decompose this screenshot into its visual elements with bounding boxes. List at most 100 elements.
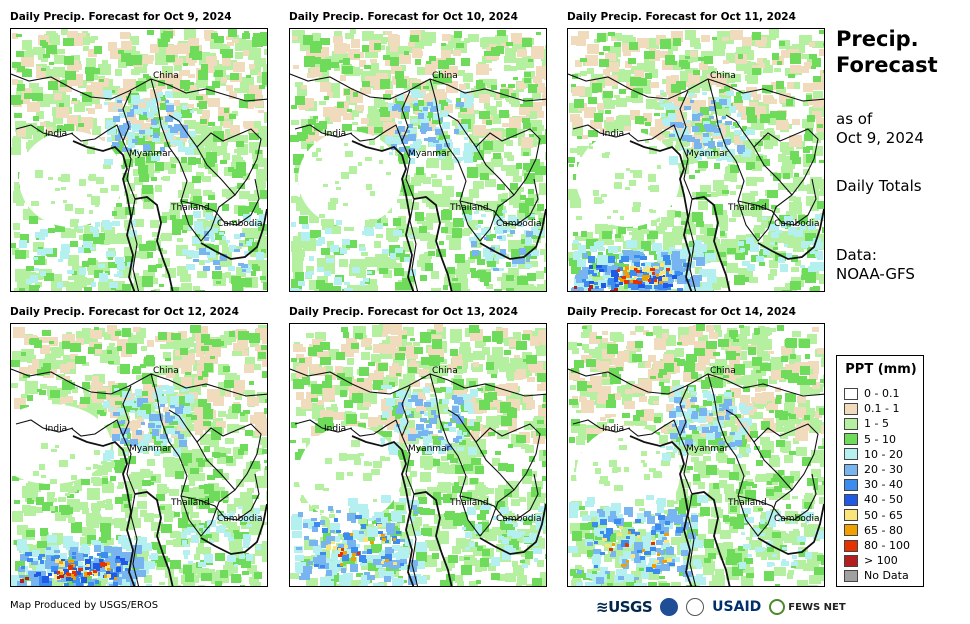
noaa-logo-icon [660,598,679,616]
precip-field [11,325,267,586]
legend-label: 40 - 50 [864,493,903,507]
usgs-logo: ≋USGS [596,598,653,616]
legend-title: PPT (mm) [845,362,917,377]
precip-field [568,324,824,586]
place-label-myanmar: Myanmar [686,149,729,159]
place-label-india: India [324,424,347,434]
as-of-date: as of Oct 9, 2024 [836,110,924,148]
data-source: Data: NOAA-GFS [836,246,915,284]
place-label-thailand: Thailand [728,498,767,508]
place-label-myanmar: Myanmar [129,444,172,454]
legend-swatch [844,387,858,400]
place-label-cambodia: Cambodia [496,219,542,229]
legend-item: 0 - 0.1 [844,386,899,401]
data-source-label: Data: [836,246,877,264]
legend-swatch [844,509,858,522]
legend-item: > 100 [844,553,898,568]
panel-title: Daily Precip. Forecast for Oct 10, 2024 [289,11,518,23]
legend-item: 50 - 65 [844,508,903,523]
place-label-thailand: Thailand [450,203,489,213]
legend-item: 5 - 10 [844,432,896,447]
legend-item: 10 - 20 [844,447,903,462]
place-label-india: India [602,129,625,139]
precip-field [290,324,546,586]
credit-text: Map Produced by USGS/EROS [10,600,159,611]
precip-map: China India Myanmar Thailand Cambodia [289,323,547,587]
place-label-china: China [432,71,458,81]
as-of-value: Oct 9, 2024 [836,129,924,147]
legend-swatch [844,493,858,506]
precip-map: China India Myanmar Thailand Cambodia [10,28,268,292]
place-label-india: India [602,424,625,434]
place-label-myanmar: Myanmar [408,149,451,159]
legend-swatch [844,539,858,552]
legend-label: > 100 [864,554,898,568]
place-label-thailand: Thailand [450,498,489,508]
place-label-china: China [710,71,736,81]
precip-map: China India Myanmar Thailand Cambodia [10,323,268,587]
legend-swatch [844,417,858,430]
place-label-thailand: Thailand [171,203,210,213]
legend-item: 20 - 30 [844,462,903,477]
precip-field [11,29,267,291]
legend-label: 20 - 30 [864,463,903,476]
place-label-cambodia: Cambodia [774,219,820,229]
place-label-cambodia: Cambodia [496,514,542,524]
place-label-china: China [153,71,179,81]
legend-swatch [844,402,858,415]
place-label-cambodia: Cambodia [217,219,263,229]
legend-item: 1 - 5 [844,416,889,431]
panel-title: Daily Precip. Forecast for Oct 12, 2024 [10,306,239,318]
figure-title: Precip. Forecast [836,26,938,78]
place-label-thailand: Thailand [728,203,767,213]
legend-swatch [844,433,858,446]
period-label: Daily Totals [836,177,922,195]
precip-map: China India Myanmar Thailand Cambodia [289,28,547,292]
legend-label: 80 - 100 [864,539,910,552]
place-label-myanmar: Myanmar [129,149,172,159]
legend-label: 0 - 0.1 [864,387,900,400]
place-label-thailand: Thailand [171,498,210,508]
fews-net-logo: FEWS NET [769,599,846,615]
precip-field [568,29,824,291]
place-label-china: China [432,366,458,376]
legend-item: 65 - 80 [844,523,903,538]
legend-label: 50 - 65 [864,508,903,522]
fews-net-label: FEWS NET [788,601,846,613]
usaid-logo: USAID [712,599,762,615]
figure-title-line1: Precip. [836,27,919,51]
place-label-india: India [45,129,68,139]
legend-item: 30 - 40 [844,477,903,492]
place-label-myanmar: Myanmar [686,444,729,454]
legend-swatch [844,463,858,476]
legend-item: 80 - 100 [844,538,910,553]
legend-label: 1 - 5 [864,417,889,431]
figure-title-line2: Forecast [836,53,938,77]
place-label-china: China [710,366,736,376]
legend-label: 5 - 10 [864,432,896,446]
legend-label: 0.1 - 1 [864,402,900,416]
legend-swatch [844,569,858,582]
logo-strip: ≋USGS USAID FEWS NET [596,596,846,618]
legend-swatch [844,554,858,567]
legend-label: 30 - 40 [864,478,903,492]
legend-label: 65 - 80 [864,523,903,537]
precip-field [290,29,546,291]
legend-label: No Data [864,569,909,583]
legend-swatch [844,448,858,461]
precip-map: China India Myanmar Thailand Cambodia [567,28,825,292]
state-seal-icon [686,598,705,616]
as-of-label: as of [836,110,873,128]
place-label-china: China [153,366,179,376]
legend-swatch [844,478,858,491]
panel-title: Daily Precip. Forecast for Oct 11, 2024 [567,11,796,23]
data-source-value: NOAA-GFS [836,265,915,283]
legend-label: 10 - 20 [864,447,903,461]
place-label-cambodia: Cambodia [217,514,263,524]
panel-title: Daily Precip. Forecast for Oct 14, 2024 [567,306,796,318]
place-label-india: India [45,424,68,434]
legend-item: 0.1 - 1 [844,401,899,416]
place-label-india: India [324,129,347,139]
legend-item: No Data [844,568,909,583]
